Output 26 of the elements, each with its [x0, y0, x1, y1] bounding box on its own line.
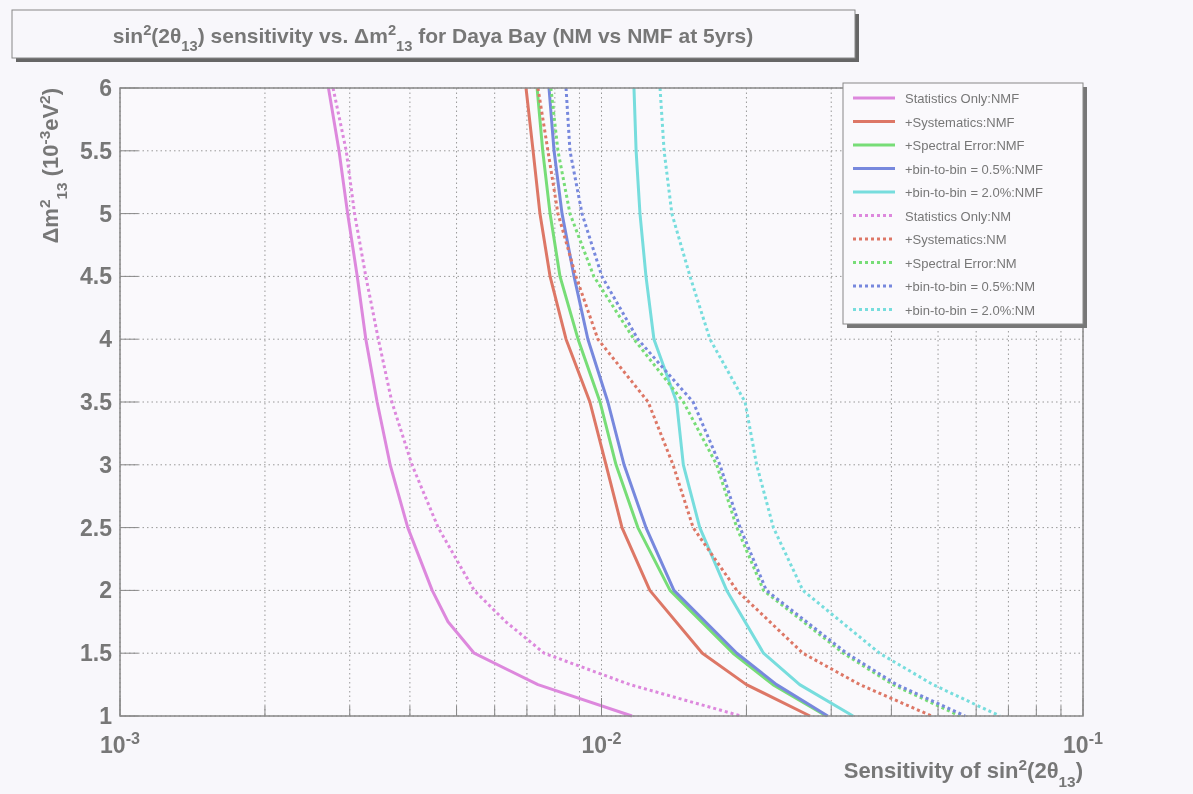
legend-label: +Spectral Error:NM	[905, 255, 1017, 271]
x-tick-label: 10$^{-3}$	[100, 729, 140, 758]
legend-label: Statistics Only:NM	[905, 208, 1012, 224]
legend-label: Statistics Only:NMF	[905, 91, 1020, 106]
legend-label: +Systematics:NMF	[905, 114, 1015, 130]
y-tick-label: 1	[99, 703, 113, 729]
legend-label: +Spectral Error:NMF	[905, 138, 1025, 153]
y-tick-label: 5	[99, 200, 113, 227]
chart-title: sin$^{2}$(2θ$_{13}$) sensitivity vs. Δm$^{2}$$_{13}$ for Daya Bay (NM vs NMF at 5yrs)	[112, 22, 754, 54]
y-tick-label: 3.5	[80, 389, 113, 415]
legend-label: +Systematics:NM	[905, 232, 1007, 247]
y-tick-label: 3	[99, 451, 112, 478]
y-tick-label: 6	[99, 75, 112, 101]
legend-label: +bin-to-bin = 0.5%:NM	[905, 279, 1036, 294]
y-tick-label: 1.5	[80, 640, 113, 667]
y-tick-label: 2.5	[80, 514, 113, 541]
y-tick-label: 4	[99, 326, 113, 353]
legend-label: +bin-to-bin = 2.0%:NM	[905, 302, 1036, 318]
x-tick-label: 10$^{-2}$	[581, 729, 622, 758]
legend-label: +bin-to-bin = 0.5%:NMF	[905, 161, 1044, 177]
y-tick-label: 4.5	[80, 263, 113, 290]
y-tick-label: 2	[99, 577, 112, 604]
x-axis-title: Sensitivity of sin$^{2}$(2θ$_{13}$)	[843, 755, 1083, 790]
legend-label: +bin-to-bin = 2.0%:NMF	[905, 185, 1044, 200]
y-tick-label: 5.5	[80, 137, 113, 164]
x-tick-label: 10$^{-1}$	[1063, 729, 1103, 758]
